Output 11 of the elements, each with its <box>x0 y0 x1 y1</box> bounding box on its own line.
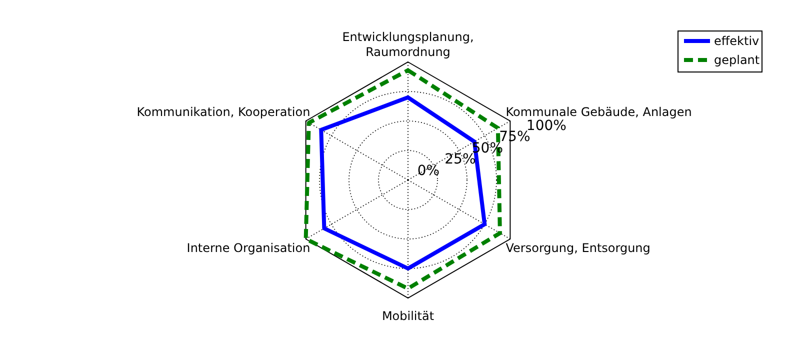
spoke-label: Mobilität <box>382 309 434 323</box>
y-tick-label: 0% <box>417 162 440 179</box>
spoke-label: Versorgung, Entsorgung <box>506 241 650 255</box>
legend-label: geplant <box>714 53 760 67</box>
spoke-label: Kommunikation, Kooperation <box>136 105 310 119</box>
legend-label: effektiv <box>714 34 760 48</box>
spoke-label: Entwicklungsplanung, Raumordnung <box>342 30 474 59</box>
y-tick-label: 100% <box>526 118 566 134</box>
spoke-label: Interne Organisation <box>186 241 310 255</box>
y-tick-label: 25% <box>444 152 476 168</box>
spoke-label: Kommunale Gebäude, Anlagen <box>506 105 692 119</box>
